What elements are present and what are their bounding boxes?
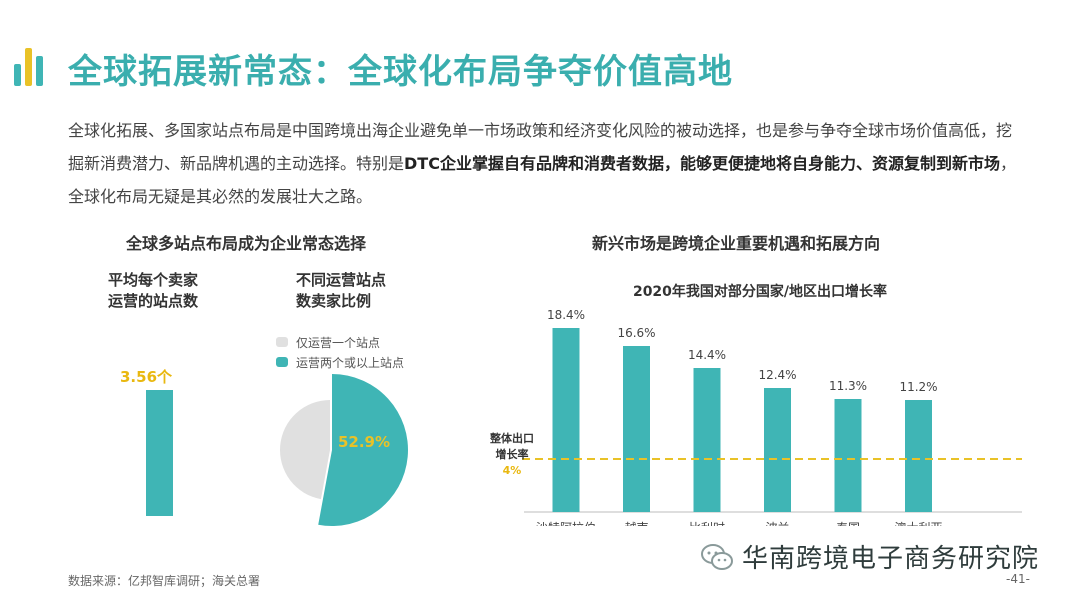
bar-value-label-2: 14.4%	[688, 348, 726, 362]
bar-3	[764, 388, 791, 512]
page-number: -41-	[1006, 572, 1030, 586]
page-title: 全球拓展新常态：全球化布局争夺价值高地	[68, 52, 733, 92]
avg-sites-bar	[146, 390, 173, 516]
bar-2	[693, 368, 721, 512]
bar-value-label-5: 11.2%	[899, 380, 937, 394]
site-ratio-pie-chart: 52.9%	[280, 374, 409, 526]
bar-value-label-4: 11.3%	[829, 379, 867, 393]
title-bar-1	[14, 64, 21, 86]
watermark: 华南跨境电子商务研究院	[700, 538, 1039, 575]
bar-category-label-0: 沙特阿拉伯	[536, 520, 596, 526]
right-section-title: 新兴市场是跨境企业重要机遇和拓展方向	[592, 234, 881, 253]
site-ratio-subtitle-line2: 数卖家比例	[296, 292, 372, 310]
legend-label-single: 仅运营一个站点	[296, 335, 381, 350]
watermark-text: 华南跨境电子商务研究院	[742, 544, 1040, 574]
bar-0	[552, 328, 580, 512]
title-decoration	[14, 44, 50, 86]
bar-4	[834, 399, 862, 512]
avg-sites-subtitle: 平均每个卖家 运营的站点数	[108, 270, 198, 312]
bar-category-label-4: 泰国	[836, 521, 860, 526]
bar-5	[905, 400, 932, 512]
bar-value-label-1: 16.6%	[617, 326, 655, 340]
bar-1	[623, 346, 650, 512]
pie-slice-single	[280, 400, 330, 500]
intro-paragraph: 全球化拓展、多国家站点布局是中国跨境出海企业避免单一市场政策和经济变化风险的被动…	[68, 114, 1018, 213]
intro-text-2: ，全球化布局无疑是其必然的发展壮大之路。	[68, 154, 1016, 206]
legend-item-multi: 运营两个或以上站点	[276, 352, 404, 372]
export-growth-bar-chart: 2020年我国对部分国家/地区出口增长率 18.4% 沙特阿拉伯 16.6% 越南 14.…	[489, 283, 1022, 526]
bar-category-label-5: 澳大利亚	[894, 521, 942, 526]
reference-label-line2: 增长率	[496, 447, 529, 461]
title-bar-3	[36, 56, 43, 86]
bar-category-label-1: 越南	[624, 520, 648, 526]
legend-label-multi: 运营两个或以上站点	[296, 355, 405, 370]
pie-legend: 仅运营一个站点 运营两个或以上站点	[276, 332, 404, 372]
pie-data-label: 52.9%	[338, 433, 390, 451]
bar-category-label-3: 波兰	[765, 521, 789, 526]
legend-swatch-multi	[276, 357, 288, 367]
pie-slice-multi	[318, 374, 409, 526]
site-ratio-subtitle-line1: 不同运营站点	[296, 271, 387, 289]
avg-sites-subtitle-line2: 运营的站点数	[108, 292, 199, 310]
reference-value-label: 4%	[503, 464, 522, 477]
intro-text-1: 全球化拓展、多国家站点布局是中国跨境出海企业避免单一市场政策和经济变化风险的被动…	[68, 121, 1013, 173]
left-section-title: 全球多站点布局成为企业常态选择	[126, 234, 367, 253]
title-bar-2	[25, 48, 32, 86]
bar-value-label-0: 18.4%	[547, 308, 585, 322]
bar-chart-title: 2020年我国对部分国家/地区出口增长率	[633, 283, 887, 300]
avg-sites-subtitle-line1: 平均每个卖家	[108, 271, 199, 289]
bar-category-label-2: 比利时	[689, 521, 725, 526]
data-source: 数据来源：亿邦智库调研；海关总署	[68, 574, 261, 588]
wechat-icon	[701, 543, 733, 570]
avg-sites-label: 3.56个	[120, 368, 173, 386]
bar-value-label-3: 12.4%	[758, 368, 796, 382]
legend-item-single: 仅运营一个站点	[276, 332, 404, 352]
intro-bold: DTC企业掌握自有品牌和消费者数据，能够更便捷地将自身能力、资源复制到新市场	[404, 154, 1000, 173]
reference-label-line1: 整体出口	[489, 431, 534, 445]
legend-swatch-single	[276, 337, 288, 347]
site-ratio-subtitle: 不同运营站点 数卖家比例	[296, 270, 386, 312]
